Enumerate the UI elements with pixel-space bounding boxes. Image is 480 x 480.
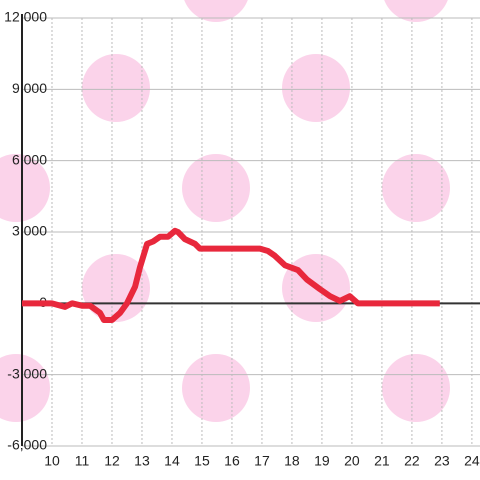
- x-tick-label: 15: [194, 453, 210, 469]
- x-tick-label: 22: [404, 453, 420, 469]
- x-tick-label: 13: [134, 453, 150, 469]
- x-tick-label: 16: [224, 453, 240, 469]
- y-tick-label: 3,000: [12, 223, 47, 239]
- y-tick-label: -3,000: [7, 365, 47, 381]
- x-tick-label: 12: [104, 453, 120, 469]
- y-tick-label: 12,000: [4, 9, 47, 25]
- y-tick-label: -6,000: [7, 437, 47, 453]
- data-line: [22, 227, 440, 323]
- watermark: [0, 0, 450, 422]
- x-tick-label: 14: [164, 453, 180, 469]
- x-tick-label: 24: [464, 453, 480, 469]
- x-tick-label: 23: [434, 453, 450, 469]
- x-tick-label: 20: [344, 453, 360, 469]
- x-tick-label: 18: [284, 453, 300, 469]
- y-tick-label: 9,000: [12, 80, 47, 96]
- x-tick-label: 10: [44, 453, 60, 469]
- x-tick-label: 17: [254, 453, 270, 469]
- y-tick-label: 6,000: [12, 151, 47, 167]
- x-tick-label: 19: [314, 453, 330, 469]
- x-tick-label: 21: [374, 453, 390, 469]
- x-tick-label: 11: [75, 453, 90, 469]
